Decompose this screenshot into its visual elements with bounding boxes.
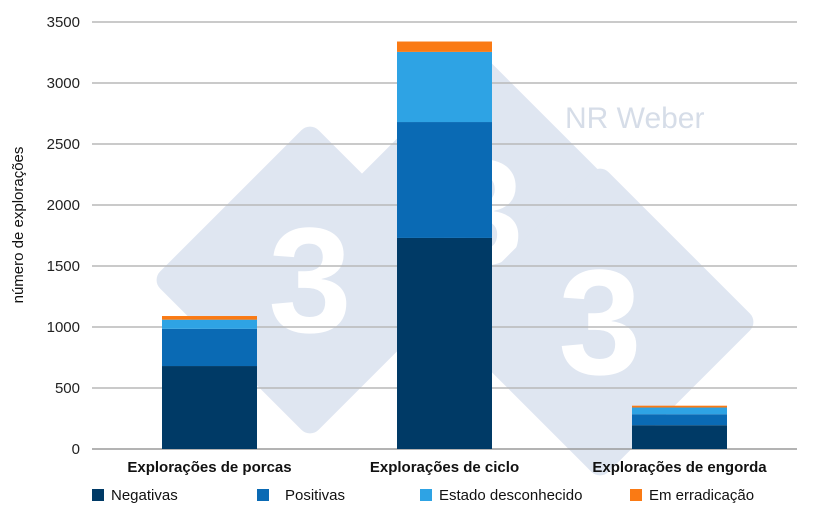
- bar-segment: [162, 328, 257, 367]
- bar-segment: [162, 366, 257, 449]
- x-axis-categories: Explorações de porcas Explorações de cicl…: [127, 459, 767, 476]
- watermark-logo-digit: 3: [558, 238, 641, 406]
- bar-segment: [632, 407, 727, 415]
- y-axis-ticks: 0 500 1000 1500 2000 2500 3000 3500: [47, 14, 80, 458]
- bar-segment: [397, 122, 492, 238]
- bars: [162, 41, 727, 449]
- bar-segment: [162, 319, 257, 329]
- legend: Negativas Positivas Estado desconhecido Em …: [92, 487, 754, 504]
- bar-segment: [397, 41, 492, 52]
- bar-segment: [632, 414, 727, 426]
- y-tick-label: 500: [55, 380, 80, 397]
- y-tick-label: 2500: [47, 136, 80, 153]
- y-tick-label: 3000: [47, 75, 80, 92]
- y-tick-label: 1000: [47, 319, 80, 336]
- y-tick-label: 3500: [47, 14, 80, 31]
- watermark-text: NR Weber: [565, 102, 704, 135]
- y-tick-label: 2000: [47, 197, 80, 214]
- legend-swatch: [257, 489, 269, 501]
- bar-segment: [632, 405, 727, 408]
- x-category-label: Explorações de engorda: [592, 459, 767, 476]
- y-tick-label: 0: [72, 441, 80, 458]
- legend-swatch: [92, 489, 104, 501]
- bar-segment: [632, 425, 727, 449]
- y-axis-label: número de explorações: [10, 147, 27, 304]
- x-category-label: Explorações de ciclo: [370, 459, 519, 476]
- legend-label: Negativas: [111, 487, 178, 504]
- legend-swatch: [420, 489, 432, 501]
- legend-label: Em erradicação: [649, 487, 754, 504]
- y-tick-label: 1500: [47, 258, 80, 275]
- bar-segment: [397, 237, 492, 449]
- x-category-label: Explorações de porcas: [127, 459, 291, 476]
- bar-segment: [397, 51, 492, 123]
- legend-label: Positivas: [285, 487, 345, 504]
- bar-segment: [162, 316, 257, 320]
- legend-swatch: [630, 489, 642, 501]
- legend-label: Estado desconhecido: [439, 487, 582, 504]
